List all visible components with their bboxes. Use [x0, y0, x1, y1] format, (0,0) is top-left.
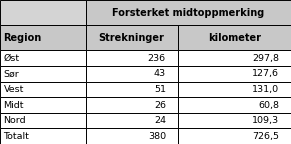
Bar — [178, 97, 291, 113]
Text: 109,3: 109,3 — [252, 116, 279, 125]
Text: 297,8: 297,8 — [252, 54, 279, 63]
Text: Øst: Øst — [3, 54, 19, 63]
Bar — [0, 82, 86, 97]
Text: 726,5: 726,5 — [252, 132, 279, 141]
Text: 26: 26 — [154, 101, 166, 109]
Text: 43: 43 — [154, 69, 166, 78]
Bar — [0, 128, 86, 144]
Text: Midt: Midt — [3, 101, 24, 109]
Bar — [0, 25, 86, 50]
Text: Strekninger: Strekninger — [99, 33, 165, 43]
Text: 380: 380 — [148, 132, 166, 141]
Bar — [86, 50, 178, 66]
Text: Vest: Vest — [3, 85, 24, 94]
Bar — [86, 128, 178, 144]
Text: kilometer: kilometer — [208, 33, 261, 43]
Bar — [178, 50, 291, 66]
Text: Nord: Nord — [3, 116, 26, 125]
Text: 236: 236 — [148, 54, 166, 63]
Bar — [178, 66, 291, 82]
Text: 131,0: 131,0 — [252, 85, 279, 94]
Bar — [86, 25, 178, 50]
Bar — [86, 113, 178, 128]
Text: 127,6: 127,6 — [252, 69, 279, 78]
Bar — [86, 82, 178, 97]
Text: Region: Region — [3, 33, 42, 43]
Bar — [86, 66, 178, 82]
Text: Totalt: Totalt — [3, 132, 29, 141]
Bar — [0, 66, 86, 82]
Bar — [0, 0, 86, 25]
Text: Forsterket midtoppmerking: Forsterket midtoppmerking — [112, 8, 265, 18]
Bar — [86, 97, 178, 113]
Bar — [86, 0, 291, 25]
Text: Sør: Sør — [3, 69, 19, 78]
Bar — [178, 128, 291, 144]
Bar — [0, 50, 86, 66]
Bar — [0, 113, 86, 128]
Text: 24: 24 — [154, 116, 166, 125]
Bar — [178, 25, 291, 50]
Bar — [178, 113, 291, 128]
Text: 51: 51 — [154, 85, 166, 94]
Bar — [178, 82, 291, 97]
Bar — [0, 97, 86, 113]
Text: 60,8: 60,8 — [258, 101, 279, 109]
